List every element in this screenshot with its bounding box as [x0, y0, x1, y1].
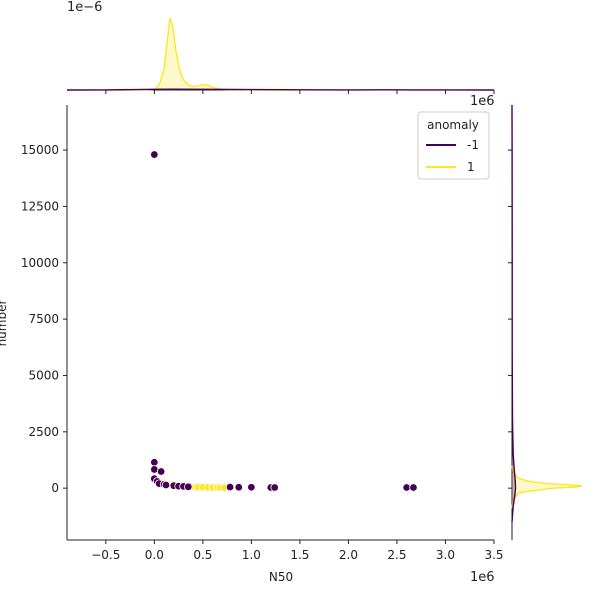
x-axis-label: N50 [269, 570, 293, 584]
marginal-y-curve-anomaly-1 [511, 465, 583, 509]
scatter-point-anomaly-neg1 [270, 483, 279, 492]
legend-label-anomaly-1: 1 [467, 160, 475, 174]
marginal-x-density-plot [66, 17, 495, 91]
scatter-point-anomaly-neg1 [184, 482, 193, 492]
scatter-points [150, 150, 418, 492]
y-tick-label: 12500 [21, 199, 59, 213]
marginal-x-curve-anomaly-neg1 [66, 88, 495, 91]
y-tick-label: 10000 [21, 256, 59, 270]
scatter-point-anomaly-neg1 [150, 150, 159, 159]
legend: anomaly -1 1 [417, 111, 490, 180]
y-axis-ticks: 0 2500 5000 7500 10000 12500 15000 [21, 143, 512, 495]
marginal-x-fill-anomaly-1 [105, 18, 300, 90]
scatter-point-anomaly-neg1 [161, 480, 171, 490]
scatter-point-anomaly-neg1 [156, 467, 166, 476]
x-tick-label: 0.5 [193, 548, 212, 562]
x-tick-label: 0.0 [145, 548, 164, 562]
scatter-plot-area [66, 105, 494, 541]
y-axis-label: number [0, 300, 9, 347]
x-tick-label: 1.5 [290, 548, 309, 562]
legend-title: anomaly [427, 118, 479, 132]
y-tick-label: 5000 [28, 368, 59, 382]
x-tick-label: 2.5 [387, 548, 406, 562]
y-tick-label: 2500 [28, 425, 59, 439]
marginal-y-offset-label: 1e6 [470, 94, 495, 109]
x-axis-offset-label: 1e6 [470, 570, 495, 585]
marginal-y-fill-anomaly-1 [512, 465, 582, 509]
y-tick-label: 15000 [21, 143, 59, 157]
legend-label-anomaly-neg1: -1 [467, 138, 479, 152]
x-axis-ticks: −0.5 0.0 0.5 1.0 1.5 2.0 2.5 3.0 3.5 [91, 90, 504, 562]
scatter-point-anomaly-neg1 [409, 483, 418, 492]
scatter-point-anomaly-neg1 [247, 483, 256, 492]
x-tick-label: 3.0 [436, 548, 455, 562]
y-tick-label: 0 [51, 481, 59, 495]
x-tick-label: 3.5 [484, 548, 503, 562]
x-tick-label: 2.0 [339, 548, 358, 562]
scatter-point-anomaly-neg1 [225, 482, 235, 492]
x-tick-label: −0.5 [91, 548, 120, 562]
x-tick-label: 1.0 [242, 548, 261, 562]
y-tick-label: 7500 [28, 312, 59, 326]
scatter-point-anomaly-neg1 [234, 483, 243, 492]
marginal-y-curve-anomaly-neg1 [511, 104, 517, 523]
marginal-x-offset-label: 1e−6 [67, 0, 102, 15]
marginal-x-curve-anomaly-1 [105, 17, 300, 91]
scatter-point-anomaly-neg1 [150, 458, 159, 467]
marginal-y-density-plot [511, 104, 583, 540]
